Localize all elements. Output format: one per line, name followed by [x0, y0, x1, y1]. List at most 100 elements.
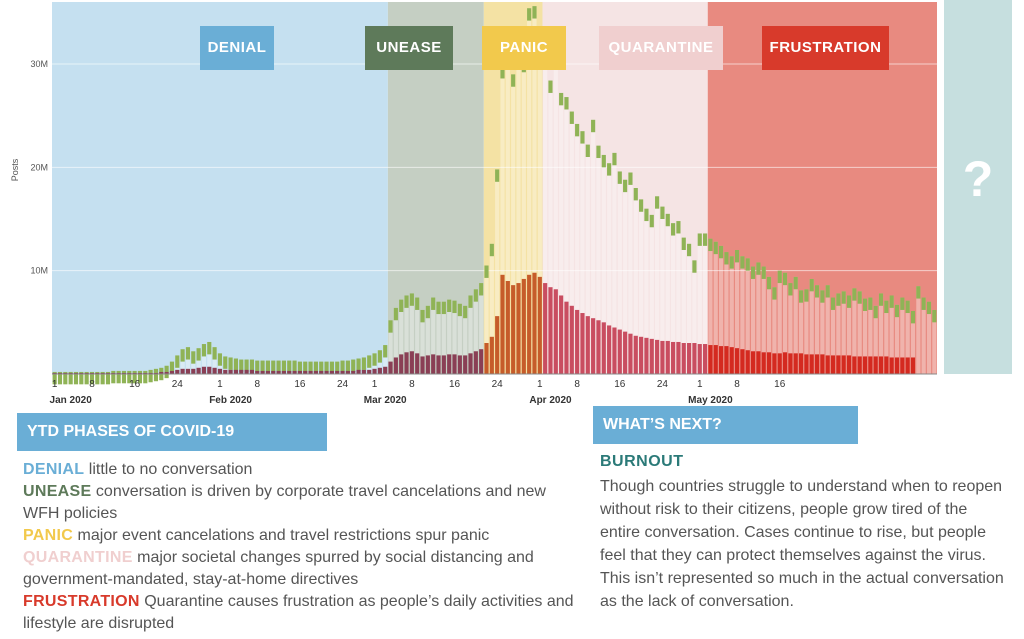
- negative-bar: [575, 309, 580, 374]
- negative-bar: [750, 351, 756, 374]
- total-bar: [447, 299, 452, 374]
- total-bar: [884, 300, 889, 374]
- negative-bar: [548, 287, 553, 374]
- negative-bar: [148, 372, 153, 374]
- negative-bar: [377, 367, 382, 374]
- negative-bar: [628, 333, 633, 374]
- negative-bar: [468, 353, 473, 374]
- negative-bar: [740, 349, 745, 374]
- total-bar: [196, 348, 201, 374]
- total-bar: [761, 266, 766, 374]
- negative-bar: [553, 289, 558, 374]
- total-bar: [900, 297, 905, 374]
- negative-bar: [671, 341, 676, 374]
- negative-bar: [772, 353, 777, 374]
- total-bar-cap: [185, 347, 191, 360]
- negative-bar: [164, 371, 169, 374]
- total-bar-cap: [655, 196, 660, 209]
- total-bar: [932, 309, 937, 374]
- negative-bar: [734, 348, 740, 374]
- negative-bar: [260, 370, 265, 374]
- negative-bar: [820, 354, 825, 374]
- total-bar: [841, 291, 846, 374]
- negative-bar: [335, 370, 340, 374]
- total-bar: [852, 288, 857, 374]
- negative-bar: [505, 281, 510, 374]
- total-bar-cap: [399, 299, 404, 312]
- total-bar: [639, 199, 644, 374]
- legend-phase-name: FRUSTRATION: [23, 593, 140, 610]
- total-bar: [212, 347, 217, 374]
- negative-bar: [175, 369, 180, 374]
- total-bar-cap: [463, 305, 468, 319]
- x-month-label: Mar 2020: [364, 395, 407, 406]
- negative-bar: [473, 351, 478, 374]
- negative-bar: [644, 337, 649, 374]
- total-bar: [708, 238, 713, 374]
- total-bar: [697, 233, 702, 374]
- negative-bar: [185, 368, 191, 374]
- total-bar-cap: [116, 370, 121, 384]
- negative-bar: [404, 352, 409, 374]
- total-bar-cap: [148, 369, 153, 383]
- total-bar-cap: [809, 278, 814, 292]
- x-tick-label: 16: [449, 379, 461, 390]
- total-bar: [804, 289, 809, 374]
- total-bar-cap: [617, 171, 622, 184]
- negative-bar: [100, 372, 105, 374]
- total-bar-cap: [782, 272, 788, 286]
- negative-bar: [910, 357, 916, 374]
- y-tick-label: 20M: [30, 162, 48, 172]
- total-bar-cap: [415, 297, 420, 310]
- total-bar: [468, 295, 473, 374]
- total-bar-cap: [89, 371, 95, 385]
- total-bar-cap: [367, 355, 372, 368]
- total-bar: [393, 307, 398, 374]
- total-bar-cap: [814, 285, 820, 298]
- negative-bar: [255, 370, 260, 374]
- total-bar-cap: [596, 145, 601, 159]
- negative-bar: [521, 278, 526, 374]
- total-bar-cap: [447, 299, 452, 312]
- negative-bar: [217, 368, 223, 374]
- total-bar-cap: [52, 371, 57, 385]
- negative-bar: [623, 331, 628, 374]
- total-bar-cap: [313, 361, 318, 374]
- total-bar-cap: [212, 347, 217, 360]
- negative-bar: [543, 283, 548, 374]
- total-bar-cap: [857, 291, 862, 304]
- x-tick-label: 24: [657, 379, 669, 390]
- total-bar: [527, 8, 532, 374]
- negative-bar: [287, 370, 292, 374]
- total-bar-cap: [356, 358, 361, 371]
- total-bar: [457, 303, 462, 374]
- negative-bar: [830, 355, 836, 374]
- negative-bar: [196, 367, 201, 374]
- total-bar: [719, 245, 724, 374]
- total-bar-cap: [132, 370, 137, 384]
- total-bar: [676, 221, 681, 374]
- total-bar-cap: [196, 348, 201, 361]
- total-bar: [500, 66, 505, 375]
- total-bar: [830, 297, 836, 374]
- total-bar-cap: [436, 301, 441, 315]
- total-bar: [713, 241, 718, 374]
- total-bar: [734, 250, 740, 374]
- negative-bar: [340, 370, 345, 374]
- total-bar-cap: [217, 353, 223, 366]
- total-bar-cap: [228, 357, 233, 370]
- negative-bar: [84, 372, 89, 374]
- total-bar-cap: [441, 301, 446, 315]
- negative-bar: [500, 274, 505, 374]
- total-bar-cap: [303, 361, 308, 374]
- total-bar: [479, 283, 484, 374]
- total-bar-cap: [409, 293, 414, 306]
- total-bar: [926, 301, 932, 374]
- legend-item-denial: DENIAL little to no conversation: [23, 459, 583, 481]
- phase-label-denial: DENIAL: [200, 26, 274, 70]
- negative-bar: [607, 325, 612, 374]
- total-bar-cap: [873, 305, 878, 319]
- negative-bar: [191, 368, 196, 374]
- total-bar-cap: [207, 341, 212, 355]
- total-bar-cap: [191, 351, 196, 364]
